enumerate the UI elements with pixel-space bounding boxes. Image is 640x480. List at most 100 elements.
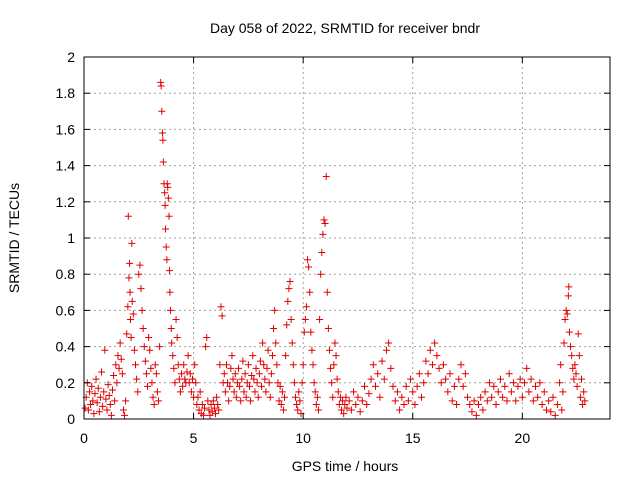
data-point [158, 129, 166, 137]
data-point [347, 406, 355, 414]
data-point [341, 401, 349, 409]
data-point [98, 368, 106, 376]
data-point [133, 375, 141, 383]
data-point [132, 361, 140, 369]
data-point [104, 381, 112, 389]
data-point [547, 408, 555, 416]
x-tick-label: 5 [190, 430, 198, 446]
y-tick-label: 1.6 [56, 121, 76, 137]
data-point [105, 391, 113, 399]
data-point [100, 388, 108, 396]
data-point [95, 408, 103, 416]
data-point [560, 339, 568, 347]
data-point [265, 379, 273, 387]
data-point [163, 256, 171, 264]
data-point [450, 382, 458, 390]
data-point [299, 361, 307, 369]
data-point [89, 397, 97, 405]
data-point [424, 370, 432, 378]
data-point [363, 401, 371, 409]
data-point [110, 372, 118, 380]
data-point [499, 393, 507, 401]
data-point [304, 256, 312, 264]
data-point [256, 357, 264, 365]
data-point [149, 393, 157, 401]
y-tick-label: 0.4 [56, 339, 76, 355]
data-point [136, 261, 144, 269]
data-point [150, 401, 158, 409]
data-point [556, 379, 564, 387]
data-point [283, 321, 291, 329]
data-point [536, 379, 544, 387]
data-point [321, 220, 329, 228]
data-point [564, 292, 572, 300]
data-point [371, 382, 379, 390]
data-point [178, 370, 186, 378]
data-point [358, 397, 366, 405]
data-point [329, 393, 337, 401]
data-point [148, 379, 156, 387]
data-point [81, 404, 89, 412]
data-point [455, 375, 463, 383]
data-point [525, 388, 533, 396]
data-point [529, 397, 537, 405]
data-point [226, 382, 234, 390]
data-point [361, 382, 369, 390]
data-point [272, 339, 280, 347]
data-point [187, 388, 195, 396]
data-point [91, 390, 99, 398]
data-point [194, 393, 202, 401]
data-point [317, 270, 325, 278]
data-point [332, 352, 340, 360]
data-point [433, 352, 441, 360]
data-point [324, 325, 332, 332]
data-point [302, 303, 310, 311]
data-point [287, 315, 295, 323]
y-tick-label: 1.8 [56, 85, 76, 101]
data-point [147, 364, 155, 372]
data-point [277, 401, 285, 409]
data-point [129, 310, 137, 318]
data-point [305, 263, 313, 271]
data-point [221, 388, 229, 396]
data-point [181, 375, 189, 383]
data-point [84, 406, 92, 414]
data-point [542, 406, 550, 414]
data-point [106, 401, 114, 409]
data-point [126, 288, 134, 296]
data-point [113, 379, 121, 387]
data-point [126, 259, 134, 267]
data-point [85, 388, 93, 396]
data-point [340, 410, 348, 418]
data-point [222, 361, 230, 369]
data-point [134, 388, 142, 396]
data-point [126, 315, 134, 323]
data-point [155, 397, 163, 405]
data-point [448, 397, 456, 405]
x-tick-label: 0 [80, 430, 88, 446]
data-point [240, 388, 248, 396]
data-point [365, 390, 373, 398]
data-point [220, 370, 228, 378]
data-point [307, 328, 315, 336]
x-tick-label: 15 [405, 430, 421, 446]
data-point [382, 346, 390, 354]
data-point [310, 379, 318, 387]
data-point [411, 401, 419, 409]
data-point [125, 274, 133, 282]
data-point [230, 388, 238, 396]
data-point [231, 370, 239, 378]
data-point [479, 406, 487, 414]
data-point [318, 248, 326, 256]
data-point [516, 375, 524, 383]
data-point [328, 379, 336, 387]
data-point [164, 194, 172, 202]
data-point [135, 270, 143, 278]
data-point [294, 406, 302, 414]
data-point [300, 328, 308, 336]
x-tick-label: 10 [295, 430, 311, 446]
data-point [260, 361, 268, 369]
data-point [170, 364, 178, 372]
data-point [274, 379, 282, 387]
data-point [271, 306, 279, 314]
